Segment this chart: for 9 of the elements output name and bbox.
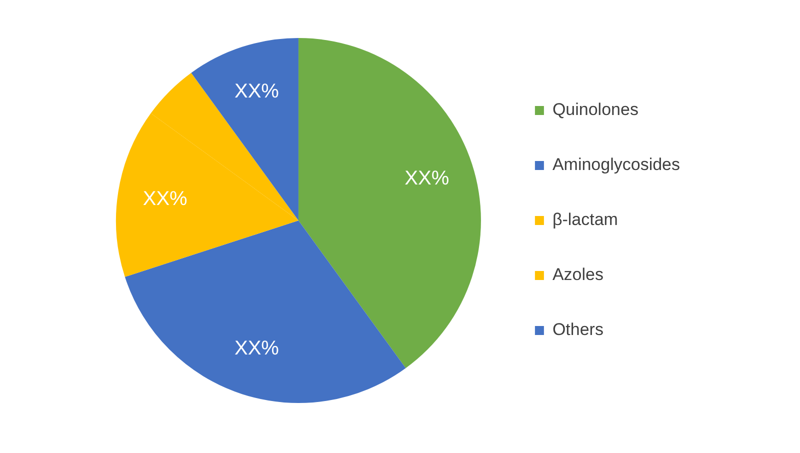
data-label: XX% <box>142 188 188 210</box>
data-label: XX% <box>234 337 280 360</box>
legend-label: β-lactam <box>552 210 618 230</box>
legend-label: Azoles <box>552 265 604 284</box>
data-label: XX% <box>234 80 280 103</box>
legend-label: Quinolones <box>552 100 638 120</box>
data-label: XX% <box>404 167 450 190</box>
legend-label: Aminoglycosides <box>552 155 680 174</box>
legend-label: Others <box>552 320 604 340</box>
